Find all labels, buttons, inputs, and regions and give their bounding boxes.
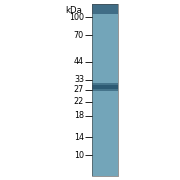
Bar	[92, 89, 118, 90]
Text: 10: 10	[74, 150, 84, 159]
Bar	[92, 83, 118, 84]
Bar	[92, 4, 118, 176]
Text: 18: 18	[74, 111, 84, 120]
Text: 70: 70	[74, 30, 84, 39]
Text: 44: 44	[74, 57, 84, 66]
Bar	[92, 90, 118, 91]
Text: 33: 33	[74, 75, 84, 84]
Text: 27: 27	[74, 86, 84, 94]
Text: kDa: kDa	[65, 6, 82, 15]
Text: 22: 22	[74, 98, 84, 107]
Bar	[92, 4, 118, 14]
Text: 100: 100	[69, 12, 84, 21]
Bar	[92, 84, 118, 85]
Bar	[92, 4, 118, 176]
Bar	[92, 83, 118, 91]
Text: 14: 14	[74, 132, 84, 141]
